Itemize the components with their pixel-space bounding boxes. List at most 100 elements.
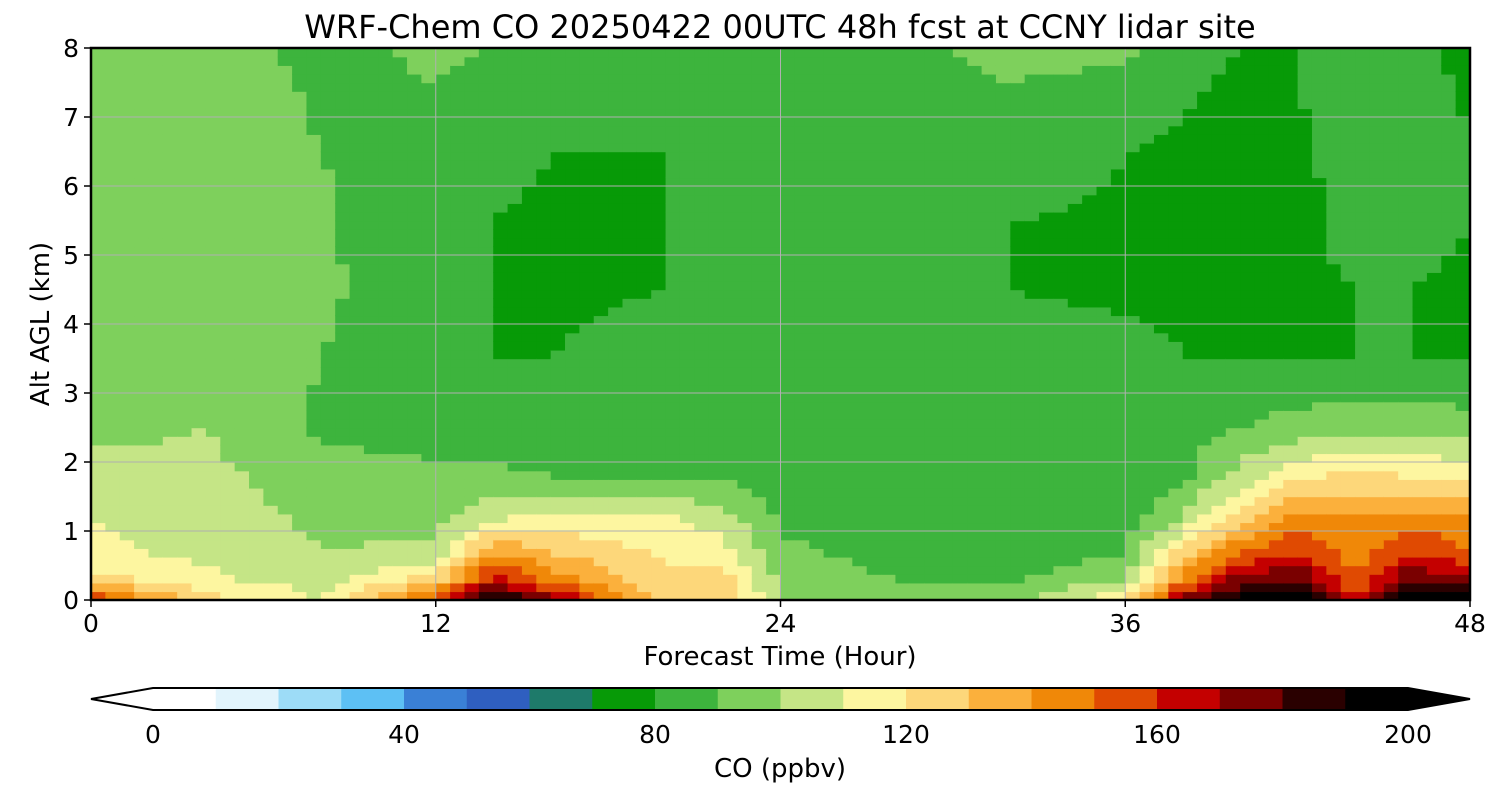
heatmap-cell (105, 582, 121, 593)
heatmap-cell (119, 108, 135, 118)
heatmap-cell (1197, 565, 1213, 575)
heatmap-cell (363, 496, 379, 506)
heatmap-cell (306, 263, 322, 273)
heatmap-cell (478, 393, 494, 403)
heatmap-cell (723, 125, 739, 135)
heatmap-cell (895, 82, 911, 92)
heatmap-cell (119, 117, 135, 127)
heatmap-cell (608, 82, 624, 92)
heatmap-cell (464, 496, 480, 506)
heatmap-cell (967, 306, 983, 317)
heatmap-cell (866, 82, 882, 92)
heatmap-cell (191, 272, 207, 282)
heatmap-cell (938, 436, 954, 446)
heatmap-cell (737, 574, 753, 584)
heatmap-cell (1096, 168, 1112, 179)
heatmap-cell (1067, 436, 1083, 446)
heatmap-cell (766, 151, 782, 161)
heatmap-cell (521, 418, 537, 429)
heatmap-cell (392, 82, 408, 92)
heatmap-cell (320, 548, 336, 558)
heatmap-cell (105, 384, 121, 394)
heatmap-cell (335, 108, 351, 118)
heatmap-cell (521, 539, 537, 549)
heatmap-cell (895, 462, 911, 472)
heatmap-cell (464, 539, 480, 549)
heatmap-cell (636, 565, 652, 575)
heatmap-cell (205, 315, 221, 325)
heatmap-cell (794, 255, 810, 265)
heatmap-cell (119, 410, 135, 420)
heatmap-cell (1211, 556, 1227, 567)
heatmap-cell (952, 479, 968, 489)
heatmap-cell (608, 591, 624, 600)
heatmap-cell (995, 574, 1012, 584)
heatmap-cell (679, 117, 696, 127)
heatmap-cell (378, 142, 394, 153)
heatmap-cell (349, 349, 365, 360)
heatmap-cell (636, 186, 652, 196)
heatmap-cell (277, 99, 293, 110)
heatmap-cell (1082, 134, 1098, 144)
heatmap-cell (823, 531, 839, 541)
heatmap-cell (1082, 280, 1098, 291)
heatmap-cell (234, 99, 250, 110)
heatmap-cell (1110, 332, 1126, 342)
heatmap-cell (794, 410, 810, 420)
heatmap-cell (981, 263, 997, 273)
heatmap-cell (967, 470, 983, 480)
heatmap-cell (550, 453, 566, 463)
heatmap-cell (579, 91, 595, 101)
heatmap-cell (694, 237, 710, 248)
heatmap-cell (579, 177, 595, 187)
heatmap-cell (837, 168, 854, 179)
heatmap-cell (1197, 56, 1213, 66)
heatmap-cell (263, 142, 279, 153)
heatmap-cell (1024, 168, 1040, 179)
heatmap-cell (335, 487, 351, 498)
heatmap-cell (1010, 82, 1026, 92)
heatmap-cell (565, 375, 581, 386)
heatmap-cell (493, 548, 509, 558)
heatmap-cell (909, 375, 925, 386)
heatmap-cell (579, 410, 595, 420)
heatmap-cell (148, 117, 164, 127)
heatmap-cell (579, 280, 595, 291)
heatmap-cell (162, 91, 178, 101)
heatmap-cell (766, 272, 782, 282)
heatmap-cell (521, 358, 537, 368)
heatmap-cell (837, 556, 854, 567)
heatmap-cell (924, 418, 940, 429)
heatmap-cell (579, 117, 595, 127)
heatmap-cell (665, 393, 681, 403)
heatmap-cell (1053, 211, 1069, 222)
heatmap-cell (1082, 324, 1098, 334)
heatmap-cell (536, 349, 552, 360)
heatmap-cell (91, 410, 107, 420)
heatmap-cell (1067, 82, 1083, 92)
heatmap-cell (794, 487, 810, 498)
heatmap-cell (952, 73, 968, 84)
heatmap-cell (579, 375, 595, 386)
heatmap-cell (205, 117, 221, 127)
heatmap-cell (780, 177, 796, 187)
heatmap-cell (205, 73, 221, 84)
heatmap-cell (536, 211, 552, 222)
heatmap-cell (205, 108, 221, 118)
heatmap-cell (895, 289, 911, 299)
heatmap-cell (478, 48, 494, 58)
heatmap-cell (794, 298, 810, 308)
heatmap-cell (1168, 565, 1184, 575)
heatmap-cell (349, 306, 365, 317)
heatmap-cell (450, 255, 466, 265)
heatmap-cell (119, 539, 135, 549)
heatmap-cell (866, 349, 882, 360)
heatmap-cell (249, 177, 265, 187)
heatmap-cell (493, 418, 509, 429)
heatmap-cell (679, 108, 696, 118)
heatmap-cell (306, 82, 322, 92)
heatmap-cell (723, 306, 739, 317)
heatmap-cell (234, 358, 250, 368)
heatmap-cell (1153, 73, 1170, 84)
heatmap-cell (881, 410, 897, 420)
